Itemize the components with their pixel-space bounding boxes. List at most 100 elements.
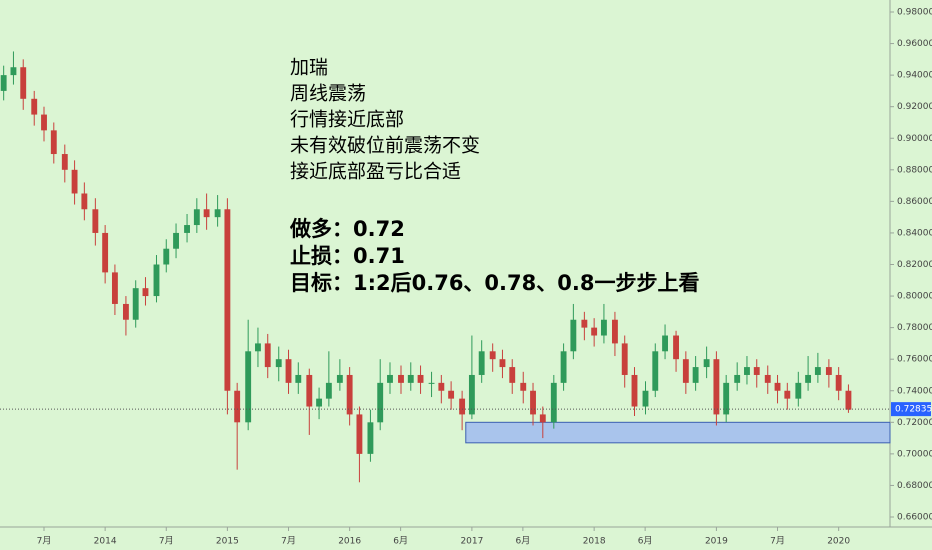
x-tick-label: 2017 <box>460 537 483 547</box>
candle-body <box>234 390 241 423</box>
candle-body <box>600 319 607 336</box>
candle-body <box>631 374 638 407</box>
x-tick-label: 6月 <box>638 536 653 547</box>
candle-body <box>509 367 516 383</box>
y-tick-label: 0.74000 <box>897 386 932 396</box>
candle-body <box>673 335 679 360</box>
candle-body <box>41 114 47 131</box>
candle-body <box>784 390 791 399</box>
candle-body <box>61 154 68 170</box>
annotation-line: 接近底部盈亏比合适 <box>290 161 461 183</box>
last-price-label: 0.72835 <box>895 405 932 415</box>
candle-body <box>275 359 282 368</box>
x-tick-label: 6月 <box>516 536 531 547</box>
candle-body <box>814 367 821 375</box>
candle-body <box>489 351 496 360</box>
y-tick-label: 0.92000 <box>897 102 932 112</box>
candle-body <box>142 288 149 297</box>
candle-body <box>316 398 323 407</box>
candle-body <box>173 232 179 249</box>
candle-body <box>764 374 771 383</box>
candle-body <box>642 390 649 407</box>
y-tick-label: 0.96000 <box>897 39 932 49</box>
x-tick-label: 7月 <box>281 536 296 547</box>
candle-body <box>530 390 536 415</box>
candle-body <box>356 414 363 454</box>
candle-body <box>723 382 730 415</box>
y-tick-label: 0.94000 <box>897 71 932 81</box>
y-tick-label: 0.82000 <box>897 260 932 270</box>
candle-body <box>428 382 435 384</box>
candle-body <box>468 374 475 415</box>
candle-body <box>417 374 424 383</box>
last-price-tag <box>891 402 931 417</box>
candle-body <box>245 351 252 423</box>
candle-body <box>744 367 750 375</box>
y-tick-label: 0.70000 <box>897 449 932 459</box>
y-tick-label: 0.90000 <box>897 134 932 144</box>
candle-body <box>387 374 393 383</box>
candle-body <box>184 225 190 233</box>
candle-body <box>295 374 302 383</box>
candle-body <box>20 67 27 99</box>
candle-body <box>81 193 88 210</box>
candle-body <box>377 382 384 423</box>
x-tick-label: 7月 <box>37 536 52 547</box>
y-tick-label: 0.84000 <box>897 228 932 238</box>
candle-body <box>203 209 210 218</box>
candle-body <box>336 374 343 383</box>
candle-body <box>264 343 271 368</box>
candle-body <box>224 209 231 391</box>
annotation-line: 加瑞 <box>290 57 328 79</box>
y-tick-label: 0.78000 <box>897 323 932 333</box>
candle-body <box>795 382 802 399</box>
candle-body <box>539 414 546 423</box>
y-tick-label: 0.80000 <box>897 292 932 302</box>
trade-line: 做多：0.72 <box>289 217 405 241</box>
y-tick-label: 0.86000 <box>897 197 932 207</box>
candle-body <box>478 351 485 375</box>
candle-body <box>560 351 567 383</box>
candle-body <box>407 374 414 383</box>
candle-body <box>652 351 659 391</box>
candle-body <box>367 422 374 454</box>
candle-body <box>550 382 557 423</box>
candle-body <box>306 374 313 407</box>
target-zone <box>465 421 891 444</box>
candle-body <box>193 209 200 226</box>
candle-body <box>581 319 588 328</box>
candle-body <box>122 303 129 320</box>
y-tick-label: 0.68000 <box>897 481 932 491</box>
candle-body <box>325 382 332 399</box>
trade-line: 止损：0.71 <box>290 244 405 268</box>
y-tick-label: 0.76000 <box>897 355 932 365</box>
candle-body <box>92 209 99 233</box>
candle-body <box>753 367 760 375</box>
x-tick-label: 2019 <box>705 537 728 547</box>
x-tick-label: 7月 <box>770 536 785 547</box>
annotation-line: 未有效破位前震荡不变 <box>290 135 480 157</box>
candle-body <box>621 343 628 375</box>
x-tick-label: 2020 <box>827 537 850 547</box>
candle-body <box>255 343 261 352</box>
candle-body <box>438 382 445 391</box>
y-tick-label: 0.98000 <box>897 8 932 18</box>
candle-body <box>611 319 618 344</box>
candle-body <box>662 335 668 352</box>
y-tick-label: 0.88000 <box>897 165 932 175</box>
candle-body <box>398 374 404 383</box>
candle-body <box>0 75 7 91</box>
annotation-line: 行情接近底部 <box>290 109 404 131</box>
candle-body <box>805 374 812 383</box>
x-tick-label: 2015 <box>216 537 239 547</box>
candle-body <box>346 374 353 415</box>
y-tick-label: 0.72000 <box>897 418 932 428</box>
candle-body <box>163 248 170 265</box>
candle-body <box>734 374 741 383</box>
candle-body <box>71 169 78 194</box>
trade-line: 目标：1:2后0.76、0.78、0.8一步步上看 <box>290 271 699 295</box>
x-tick-label: 2016 <box>338 537 361 547</box>
candle-body <box>570 319 577 352</box>
